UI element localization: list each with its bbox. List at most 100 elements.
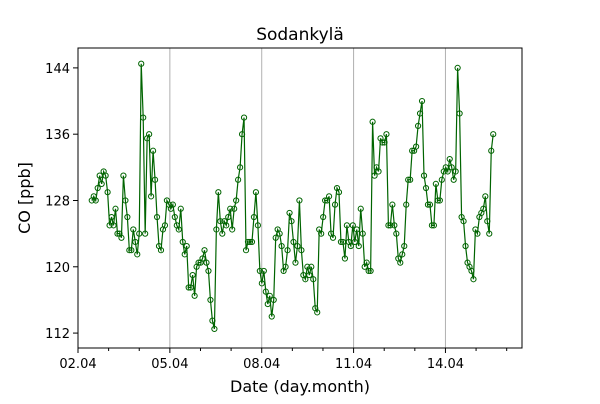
data-point (399, 251, 406, 258)
data-point (438, 176, 445, 183)
data-point (416, 110, 424, 117)
data-point (276, 230, 283, 237)
data-point (353, 226, 360, 233)
data-point (420, 172, 428, 179)
data-point (124, 213, 131, 221)
data-point (357, 205, 364, 212)
data-point (292, 259, 299, 266)
data-point (270, 296, 277, 304)
data-point (436, 197, 443, 204)
data-point (329, 234, 337, 241)
data-point (238, 131, 246, 138)
data-point (236, 164, 244, 171)
data-point (126, 247, 133, 254)
data-point (183, 242, 190, 250)
data-point (426, 201, 434, 208)
data-point (430, 222, 438, 229)
data-point (151, 176, 159, 183)
data-point (432, 180, 439, 188)
data-point (94, 184, 101, 192)
data-point (195, 259, 202, 266)
data-point (260, 267, 267, 275)
data-point (286, 209, 293, 217)
data-point (397, 259, 404, 266)
data-point (314, 309, 321, 316)
axis-ticks: 02.04 05.04 08.04 11.04 14.04 112 120 128 136 144 (45, 62, 508, 372)
data-point (304, 263, 311, 270)
data-point (460, 218, 467, 225)
data-point (112, 205, 119, 212)
data-point (134, 251, 141, 258)
series-line (91, 63, 494, 330)
x-tick-label: 14.04 (427, 357, 464, 372)
data-point (225, 213, 232, 221)
data-point (250, 213, 258, 221)
data-point (242, 247, 250, 254)
data-point (201, 247, 208, 254)
data-point (391, 222, 398, 229)
data-point (229, 226, 236, 233)
data-point (422, 184, 430, 192)
data-point (401, 242, 408, 250)
data-point (215, 189, 222, 196)
data-point (185, 284, 192, 291)
data-point (130, 226, 137, 233)
y-axis-label: CO [ppb] (15, 162, 34, 234)
data-point (282, 263, 289, 270)
data-point (122, 197, 129, 204)
data-point (294, 242, 301, 250)
data-point (428, 222, 436, 229)
data-point (474, 230, 481, 237)
grid-lines (169, 48, 446, 348)
chart-title: Sodankylä (256, 25, 344, 45)
data-point (108, 213, 115, 221)
data-point (418, 97, 426, 105)
data-point (92, 197, 99, 204)
data-point (403, 201, 410, 208)
data-point (339, 238, 347, 246)
data-point (486, 230, 493, 237)
data-point (252, 189, 260, 196)
data-point (488, 147, 495, 154)
data-point (331, 201, 339, 208)
data-point (393, 230, 400, 237)
x-axis-label: Date (day.month) (230, 377, 370, 396)
data-point (264, 300, 271, 308)
data-point (149, 147, 157, 154)
data-point (128, 247, 135, 254)
data-point (369, 118, 376, 125)
data-point (462, 242, 469, 250)
data-point (153, 213, 161, 221)
data-point (258, 280, 265, 287)
data-point (157, 247, 165, 254)
data-point (444, 168, 451, 175)
data-point (169, 201, 176, 208)
x-tick-label: 02.04 (59, 357, 96, 372)
data-point (102, 172, 109, 179)
data-point (231, 205, 238, 212)
data-point (452, 168, 459, 175)
x-tick-label: 11.04 (335, 357, 372, 372)
data-point (448, 164, 455, 171)
data-point (359, 230, 366, 237)
data-point (351, 238, 358, 246)
data-point (179, 238, 186, 246)
data-point (266, 292, 273, 299)
data-point (349, 222, 356, 229)
data-point (385, 222, 392, 229)
data-point (470, 276, 477, 283)
data-point (118, 234, 125, 241)
data-point (161, 222, 169, 229)
data-point (290, 238, 297, 246)
data-point (381, 139, 388, 146)
data-point (262, 288, 269, 295)
data-point (379, 139, 386, 146)
data-point (223, 222, 230, 229)
data-point (142, 230, 149, 237)
data-point (199, 255, 206, 262)
data-point (246, 238, 254, 246)
data-series (88, 60, 497, 333)
data-point (389, 201, 396, 208)
data-point (387, 222, 394, 229)
